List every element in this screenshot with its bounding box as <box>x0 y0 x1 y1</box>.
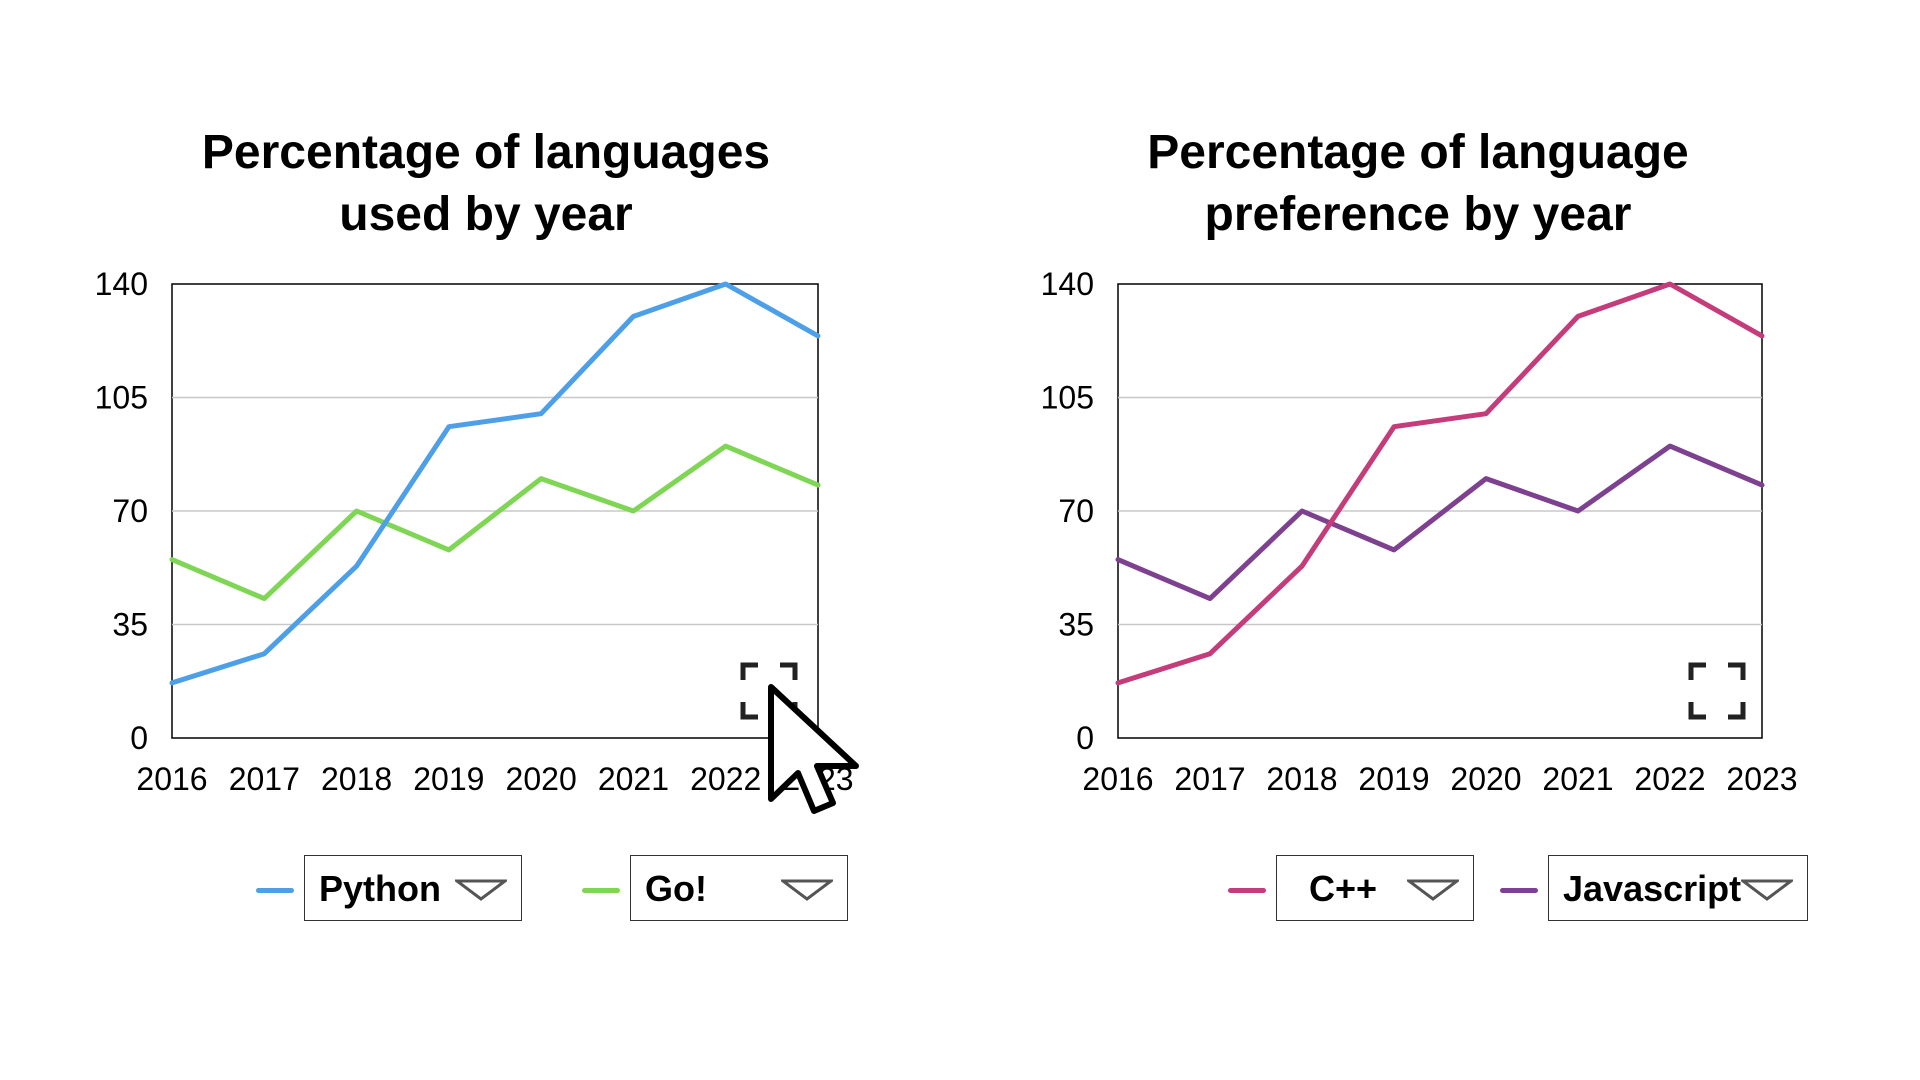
chart-title: Percentage of languages used by year <box>6 122 966 246</box>
line-chart-languages-used: 0357010514020162017201820192020202120222… <box>95 266 854 797</box>
x-tick-label: 2018 <box>1266 761 1337 797</box>
series-select-value: Python <box>319 868 441 909</box>
series-select-value: C++ <box>1309 868 1378 909</box>
y-tick-label: 140 <box>95 266 148 302</box>
chart-title-line-1: Percentage of languages <box>201 126 771 179</box>
series-select-value: Go! <box>645 868 707 909</box>
x-tick-label: 2020 <box>1450 761 1521 797</box>
x-tick-label: 2017 <box>229 761 300 797</box>
triangle-down-icon <box>455 879 507 901</box>
x-tick-label: 2018 <box>321 761 392 797</box>
legend-swatch <box>582 888 620 893</box>
x-tick-label: 2021 <box>1542 761 1613 797</box>
x-tick-label: 2021 <box>598 761 669 797</box>
x-tick-label: 2022 <box>690 761 761 797</box>
series-line-c <box>1115 281 1765 686</box>
legend-swatch <box>1500 888 1538 893</box>
series-select-go[interactable]: Go! <box>630 855 848 921</box>
expand-icon[interactable] <box>740 662 798 720</box>
x-tick-label: 2019 <box>413 761 484 797</box>
x-tick-label: 2016 <box>136 761 207 797</box>
chart-title-line-1: Percentage of language <box>1147 126 1689 179</box>
x-tick-label: 2017 <box>1174 761 1245 797</box>
y-tick-label: 105 <box>95 380 148 416</box>
chart-title-line-2: preference by year <box>1204 188 1632 241</box>
y-tick-label: 35 <box>112 607 148 643</box>
series-select-cpp[interactable]: C++ <box>1276 855 1474 921</box>
triangle-down-icon <box>1407 879 1459 901</box>
triangle-down-icon <box>781 879 833 901</box>
chart-panel-language-preference: Percentage of language preference by yea… <box>960 0 1920 1080</box>
legend-swatch <box>256 888 294 893</box>
y-tick-label: 70 <box>112 493 148 529</box>
triangle-down-icon <box>1741 879 1793 901</box>
y-tick-label: 0 <box>1076 720 1094 756</box>
x-tick-label: 2020 <box>506 761 577 797</box>
chart-panel-languages-used: Percentage of languages used by year 0 35… <box>95 126 859 921</box>
y-tick-label: 0 <box>130 720 148 756</box>
x-tick-label: 2022 <box>1634 761 1705 797</box>
y-tick-label: 105 <box>1041 380 1094 416</box>
x-tick-label: 2019 <box>1358 761 1429 797</box>
series-line-javascript <box>1115 443 1765 602</box>
series-line-python <box>169 281 821 686</box>
y-tick-label: 70 <box>1058 493 1094 529</box>
series-line-go <box>169 443 821 602</box>
series-select-javascript[interactable]: Javascript <box>1548 855 1808 921</box>
chart-title-line-2: used by year <box>339 188 633 241</box>
expand-icon[interactable] <box>1688 662 1746 720</box>
line-chart-language-preference: 0 35 70 105 140 2016 2017 2018 2019 2020 2021 2022 2… <box>1041 266 1798 797</box>
x-tick-label: 2023 <box>1726 761 1797 797</box>
chart-title: Percentage of language preference by yea… <box>938 122 1898 246</box>
series-select-python[interactable]: Python <box>304 855 522 921</box>
legend-swatch <box>1228 888 1266 893</box>
y-tick-label: 140 <box>1041 266 1094 302</box>
series-select-value: Javascript <box>1563 868 1742 909</box>
x-tick-label: 2016 <box>1082 761 1153 797</box>
mouse-pointer-icon <box>768 684 859 814</box>
y-tick-label: 35 <box>1058 607 1094 643</box>
